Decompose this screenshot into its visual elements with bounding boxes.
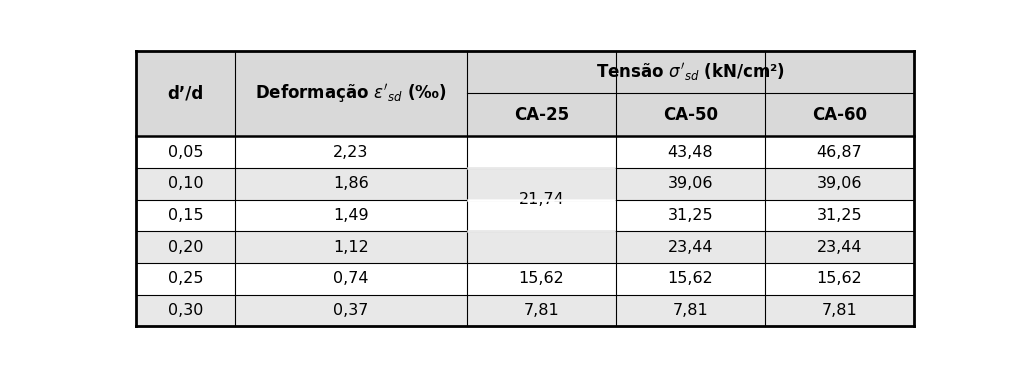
Bar: [136, 168, 913, 200]
Text: 0,15: 0,15: [168, 208, 204, 223]
Text: 46,87: 46,87: [816, 145, 862, 160]
Text: 0,25: 0,25: [168, 271, 204, 286]
Text: Tensão $\sigma'_{sd}$ (kN/cm²): Tensão $\sigma'_{sd}$ (kN/cm²): [596, 61, 784, 83]
Bar: [136, 200, 913, 231]
Text: 21,74: 21,74: [518, 192, 564, 207]
Text: 1,12: 1,12: [333, 239, 369, 255]
Text: 0,05: 0,05: [168, 145, 204, 160]
Text: 39,06: 39,06: [668, 176, 713, 191]
Text: 1,49: 1,49: [333, 208, 369, 223]
Text: 15,62: 15,62: [668, 271, 713, 286]
Text: 2,23: 2,23: [334, 145, 369, 160]
Text: d’/d: d’/d: [168, 84, 204, 103]
Text: 23,44: 23,44: [816, 239, 862, 255]
Text: 15,62: 15,62: [816, 271, 862, 286]
Bar: [136, 263, 913, 295]
Bar: [136, 136, 913, 168]
Text: 1,86: 1,86: [333, 176, 369, 191]
Text: Deformação $\varepsilon'_{sd}$ (‰): Deformação $\varepsilon'_{sd}$ (‰): [255, 82, 446, 105]
Text: 31,25: 31,25: [668, 208, 713, 223]
Bar: [136, 231, 913, 263]
Text: 7,81: 7,81: [523, 303, 559, 318]
Text: 7,81: 7,81: [821, 303, 857, 318]
Text: 39,06: 39,06: [816, 176, 862, 191]
Text: 7,81: 7,81: [673, 303, 709, 318]
Text: 23,44: 23,44: [668, 239, 713, 255]
Text: CA-60: CA-60: [812, 106, 866, 124]
Bar: [136, 50, 913, 136]
Text: 31,25: 31,25: [816, 208, 862, 223]
Text: 0,10: 0,10: [168, 176, 204, 191]
Text: CA-50: CA-50: [663, 106, 718, 124]
Text: CA-25: CA-25: [514, 106, 569, 124]
Text: 0,37: 0,37: [334, 303, 369, 318]
Text: 15,62: 15,62: [518, 271, 564, 286]
Bar: [136, 295, 913, 326]
Text: 0,30: 0,30: [168, 303, 204, 318]
Text: 0,74: 0,74: [333, 271, 369, 286]
Text: 43,48: 43,48: [668, 145, 713, 160]
Text: 0,20: 0,20: [168, 239, 204, 255]
